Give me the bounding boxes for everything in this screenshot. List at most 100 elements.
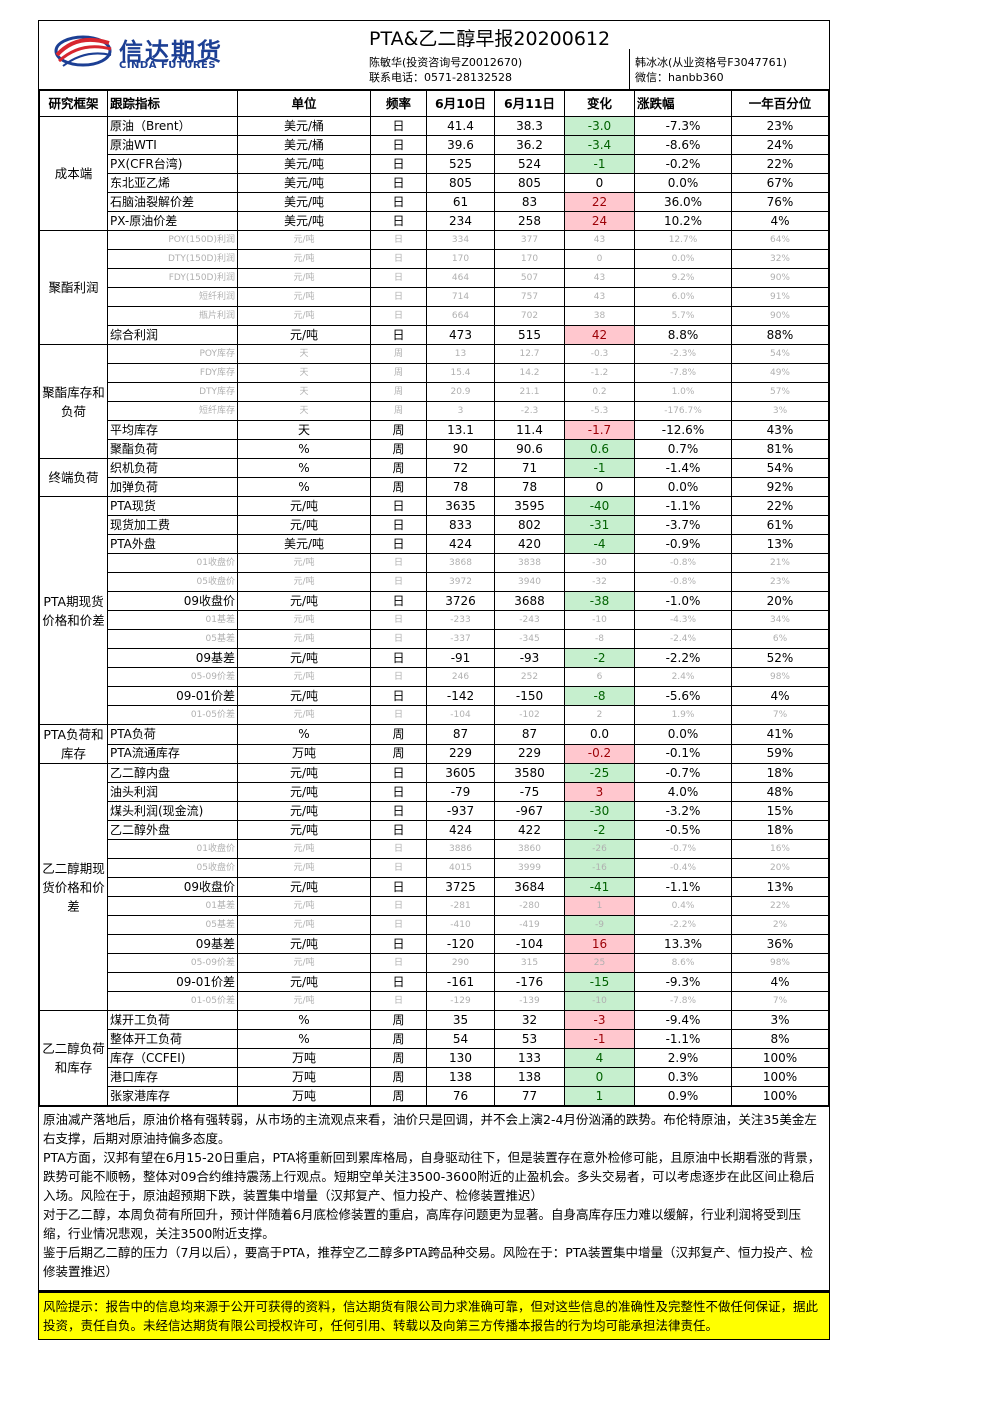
table-row: 05-09价差 元/吨日 246 252 6 2.4% 98% (40, 667, 829, 687)
value-date-2-cell: 802 (494, 515, 565, 535)
pct-change-cell: -0.7% (634, 839, 732, 859)
value-date-2-cell: 78 (494, 477, 565, 497)
value-date-2-cell: 805 (494, 173, 565, 193)
frequency-cell: 周 (370, 420, 427, 440)
value-date-2-cell: 14.2 (494, 363, 565, 383)
value-date-2-cell: -967 (494, 801, 565, 821)
change-cell: -38 (564, 591, 635, 611)
percentile-cell: 6% (731, 629, 829, 649)
value-date-1-cell: 234 (426, 211, 495, 231)
frequency-cell: 日 (370, 839, 427, 859)
indicator-cell: 东北亚乙烯 (107, 173, 238, 193)
frequency-cell: 日 (370, 877, 427, 897)
table-row: DTY库存天周 20.9 21.1 0.2 1.0% 57% (40, 382, 829, 402)
change-cell: -40 (564, 496, 635, 516)
pct-change-cell: -12.6% (634, 420, 732, 440)
indicator-cell: 乙二醇内盘 (107, 763, 238, 783)
table-row: 整体开工负荷% 周 54 53 -1 -1.1% 8% (40, 1029, 829, 1049)
indicator-cell: FDY库存 (107, 363, 238, 383)
value-date-1-cell: 473 (426, 325, 495, 345)
pct-change-cell: -2.3% (634, 344, 732, 364)
percentile-cell: 20% (731, 591, 829, 611)
unit-cell: 元/吨 (237, 934, 371, 954)
change-cell: -1 (564, 154, 635, 174)
pct-change-cell: -1.0% (634, 591, 732, 611)
percentile-cell: 98% (731, 667, 829, 687)
value-date-2-cell: 3684 (494, 877, 565, 897)
pct-change-cell: -0.8% (634, 553, 732, 573)
change-cell: -4 (564, 534, 635, 554)
percentile-cell: 57% (731, 382, 829, 402)
table-row: FDY(150D)利润 元/吨日 464 507 43 9.2% 90% (40, 268, 829, 288)
value-date-2-cell: 515 (494, 325, 565, 345)
indicator-cell: DTY库存 (107, 382, 238, 402)
indicator-cell: PTA负荷 (107, 724, 238, 745)
col-header-framework: 研究框架 (39, 90, 108, 117)
frequency-cell: 日 (370, 287, 427, 307)
table-row: 现货加工费 元/吨日 833 802 -31 -3.7% 61% (40, 515, 829, 535)
change-cell: 0.0 (564, 724, 635, 745)
pct-change-cell: 1.0% (634, 382, 732, 402)
percentile-cell: 88% (731, 325, 829, 345)
value-date-1-cell: 229 (426, 743, 495, 764)
indicator-cell: 煤头利润(现金流) (107, 801, 238, 821)
value-date-1-cell: -410 (426, 915, 495, 935)
table-row: 乙二醇期现货价格和价差 乙二醇内盘 元/吨日 3605 3580 -25 -0.7% 18% (39, 763, 829, 1011)
col-header-frequency: 频率 (370, 90, 427, 117)
value-date-1-cell: 3886 (426, 839, 495, 859)
percentile-cell: 67% (731, 173, 829, 193)
value-date-2-cell: 757 (494, 287, 565, 307)
unit-cell: 元/吨 (237, 287, 371, 307)
unit-cell: 美元/吨 (237, 534, 371, 554)
pct-change-cell: -0.2% (634, 154, 732, 174)
indicator-cell: 整体开工负荷 (107, 1029, 238, 1049)
percentile-cell: 81% (731, 439, 829, 459)
indicator-cell: 港口库存 (107, 1067, 238, 1087)
frequency-cell: 日 (370, 763, 427, 783)
value-date-2-cell: 138 (494, 1067, 565, 1087)
value-date-1-cell: 290 (426, 953, 495, 973)
unit-cell: 元/吨 (237, 306, 371, 326)
frequency-cell: 日 (370, 192, 427, 212)
table-row: PTA流通库存 万吨周 229 229 -0.2 -0.1% 59% (40, 743, 829, 764)
value-date-1-cell: 3635 (426, 496, 495, 516)
indicator-cell: 原油WTI (107, 135, 238, 155)
col-header-indicator: 跟踪指标 (107, 90, 238, 117)
change-cell: -3.4 (564, 135, 635, 155)
frequency-cell: 日 (370, 116, 427, 136)
percentile-cell: 49% (731, 363, 829, 383)
value-date-1-cell: 424 (426, 534, 495, 554)
table-row: PTA外盘 美元/吨日 424 420 -4 -0.9% 13% (40, 534, 829, 554)
value-date-1-cell: 714 (426, 287, 495, 307)
value-date-1-cell: -142 (426, 686, 495, 706)
indicator-cell: 05收盘价 (107, 858, 238, 878)
unit-cell: 元/吨 (237, 249, 371, 269)
unit-cell: 美元/桶 (237, 116, 371, 136)
change-cell: 42 (564, 325, 635, 345)
group-label: 乙二醇负荷和库存 (39, 1010, 108, 1106)
indicator-cell: 织机负荷 (107, 458, 238, 478)
table-row: PX(CFR台湾) 美元/吨日 525 524 -1 -0.2% 22% (40, 154, 829, 174)
table-row: 05-09价差 元/吨日 290 315 25 8.6% 98% (40, 953, 829, 973)
risk-disclaimer: 风险提示：报告中的信息均来源于公开可获得的资料，信达期货有限公司力求准确可靠，但… (39, 1290, 829, 1339)
table-row: 05基差 元/吨日 -410 -419 -9 -2.2% 2% (40, 915, 829, 935)
frequency-cell: 周 (370, 344, 427, 364)
value-date-1-cell: -104 (426, 705, 495, 725)
value-date-2-cell: 507 (494, 268, 565, 288)
market-commentary: 原油减产落地后，原油价格有强转弱，从市场的主流观点来看，油价只是回调，并不会上演… (39, 1106, 829, 1284)
group-label: 聚酯利润 (39, 230, 108, 345)
frequency-cell: 日 (370, 801, 427, 821)
frequency-cell: 周 (370, 1010, 427, 1030)
pct-change-cell: 1.9% (634, 705, 732, 725)
frequency-cell: 日 (370, 972, 427, 992)
change-cell: -15 (564, 972, 635, 992)
table-row: 01基差 元/吨日 -281 -280 1 0.4% 22% (40, 896, 829, 916)
unit-cell: 元/吨 (237, 782, 371, 802)
frequency-cell: 周 (370, 477, 427, 497)
pct-change-cell: -3.2% (634, 801, 732, 821)
value-date-2-cell: 377 (494, 230, 565, 250)
indicator-cell: 01-05价差 (107, 705, 238, 725)
pct-change-cell: 2.9% (634, 1048, 732, 1068)
unit-cell: 元/吨 (237, 877, 371, 897)
group-label: 成本端 (39, 116, 108, 231)
